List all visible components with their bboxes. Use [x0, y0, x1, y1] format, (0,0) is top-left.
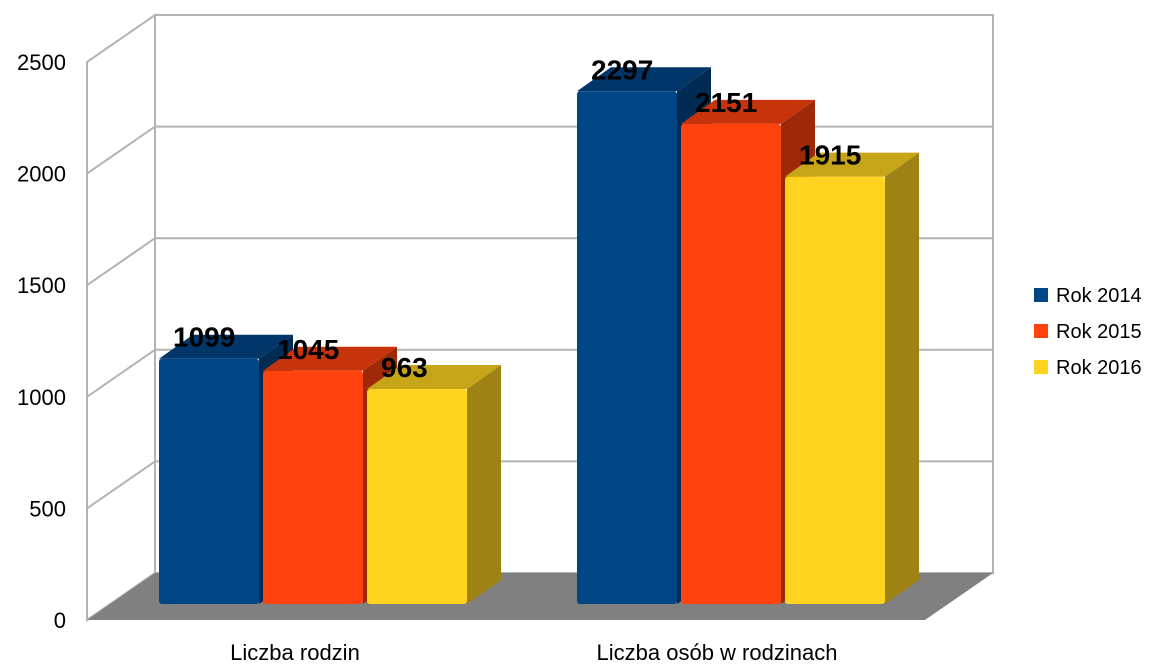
x-tick-label: Liczba rodzin — [230, 640, 360, 664]
gridline-side — [86, 348, 156, 398]
legend-swatch — [1034, 324, 1048, 338]
y-tick-label: 2000 — [17, 162, 66, 187]
legend-swatch — [1034, 360, 1048, 374]
data-label: 2297 — [591, 54, 653, 85]
bar-front — [159, 358, 259, 604]
bar-top — [159, 334, 293, 359]
data-label: 1915 — [799, 140, 861, 171]
y-tick-label: 1500 — [17, 273, 66, 298]
legend-swatch — [1034, 288, 1048, 302]
gridline-side — [86, 125, 156, 175]
y-tick-label: 2500 — [17, 50, 66, 75]
y-tick-label: 0 — [54, 608, 66, 633]
gridline-side — [86, 460, 156, 510]
gridline-side — [86, 237, 156, 287]
x-tick-label: Liczba osób w rodzinach — [597, 640, 838, 664]
bar-front — [577, 91, 677, 605]
data-label: 1099 — [173, 322, 235, 353]
bar — [785, 152, 919, 604]
bar-side — [467, 365, 501, 604]
bar-front — [263, 370, 363, 604]
bar-top — [681, 99, 815, 124]
bar-front — [785, 176, 885, 604]
bar-front — [367, 389, 467, 604]
y-tick-label: 1000 — [17, 385, 66, 410]
legend-label: Rok 2016 — [1056, 357, 1142, 379]
bar-top — [577, 67, 711, 92]
legend-label: Rok 2014 — [1056, 285, 1142, 307]
data-label: 2151 — [695, 87, 757, 118]
data-labels: 1099 1045 963 2297 2151 1915 — [173, 54, 861, 383]
data-label: 1045 — [277, 334, 339, 365]
y-axis: 0 500 1000 1500 2000 2500 — [17, 50, 66, 633]
bar-top — [367, 365, 501, 390]
legend-label: Rok 2015 — [1056, 321, 1142, 343]
bar-top — [785, 152, 919, 177]
legend: Rok 2014 Rok 2015 Rok 2016 — [1034, 285, 1142, 379]
bar-front — [681, 123, 781, 605]
x-axis: Liczba rodzin Liczba osób w rodzinach — [230, 640, 837, 664]
bars — [159, 67, 919, 605]
y-tick-label: 500 — [29, 496, 66, 521]
left-wall — [86, 13, 156, 622]
bar — [367, 365, 501, 604]
bar-top — [263, 346, 397, 371]
bar-side — [885, 152, 919, 604]
data-label: 963 — [381, 352, 428, 383]
